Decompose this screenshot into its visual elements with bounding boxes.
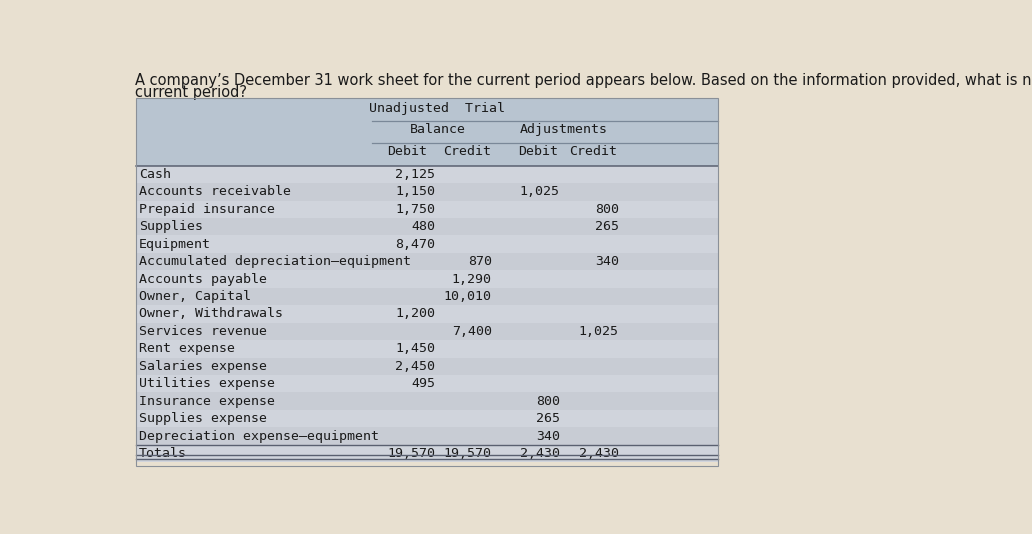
Text: 10,010: 10,010 <box>444 290 491 303</box>
Text: 265: 265 <box>536 412 560 425</box>
Bar <box>136 392 718 410</box>
Text: 340: 340 <box>594 255 619 268</box>
Text: Accounts payable: Accounts payable <box>139 272 267 286</box>
Text: 1,025: 1,025 <box>520 185 560 198</box>
Text: 340: 340 <box>536 429 560 443</box>
Bar <box>136 358 718 375</box>
Bar <box>136 270 718 288</box>
Text: current period?: current period? <box>135 85 248 100</box>
Text: 19,570: 19,570 <box>444 447 491 460</box>
Text: Supplies expense: Supplies expense <box>139 412 267 425</box>
Bar <box>136 201 718 218</box>
Text: 1,450: 1,450 <box>395 342 436 355</box>
Text: 1,025: 1,025 <box>579 325 619 338</box>
Text: 2,430: 2,430 <box>520 447 560 460</box>
Bar <box>136 375 718 392</box>
Bar <box>136 410 718 427</box>
Text: Debit: Debit <box>518 145 558 158</box>
Bar <box>136 253 718 270</box>
Text: Debit: Debit <box>388 145 427 158</box>
Text: Credit: Credit <box>444 145 491 158</box>
Text: 1,150: 1,150 <box>395 185 436 198</box>
Text: 800: 800 <box>536 395 560 407</box>
Text: 1,290: 1,290 <box>452 272 491 286</box>
Text: Unadjusted  Trial: Unadjusted Trial <box>369 102 506 115</box>
Text: Owner, Withdrawals: Owner, Withdrawals <box>139 308 283 320</box>
Bar <box>136 98 718 466</box>
Text: Utilities expense: Utilities expense <box>139 377 276 390</box>
Bar <box>136 166 718 183</box>
Text: Balance: Balance <box>410 123 465 136</box>
Text: Cash: Cash <box>139 168 171 181</box>
Text: A company’s December 31 work sheet for the current period appears below. Based o: A company’s December 31 work sheet for t… <box>135 73 1032 88</box>
Text: Equipment: Equipment <box>139 238 212 250</box>
Bar <box>136 305 718 323</box>
Bar <box>136 445 718 462</box>
Bar <box>136 288 718 305</box>
Text: Services revenue: Services revenue <box>139 325 267 338</box>
Bar <box>136 427 718 445</box>
Text: Supplies: Supplies <box>139 220 203 233</box>
Text: 265: 265 <box>594 220 619 233</box>
Text: Accounts receivable: Accounts receivable <box>139 185 291 198</box>
Text: Totals: Totals <box>139 447 187 460</box>
Bar <box>136 98 718 166</box>
Text: 2,430: 2,430 <box>579 447 619 460</box>
Bar <box>136 235 718 253</box>
Text: 495: 495 <box>411 377 436 390</box>
Text: Prepaid insurance: Prepaid insurance <box>139 203 276 216</box>
Text: 19,570: 19,570 <box>387 447 436 460</box>
Text: 1,200: 1,200 <box>395 308 436 320</box>
Bar <box>136 323 718 340</box>
Text: 7,400: 7,400 <box>452 325 491 338</box>
Text: 800: 800 <box>594 203 619 216</box>
Text: Depreciation expense–equipment: Depreciation expense–equipment <box>139 429 379 443</box>
Text: Owner, Capital: Owner, Capital <box>139 290 251 303</box>
Text: Accumulated depreciation–equipment: Accumulated depreciation–equipment <box>139 255 411 268</box>
Text: 870: 870 <box>467 255 491 268</box>
Text: 1,750: 1,750 <box>395 203 436 216</box>
Bar <box>136 183 718 201</box>
Text: 2,450: 2,450 <box>395 360 436 373</box>
Text: 2,125: 2,125 <box>395 168 436 181</box>
Text: Credit: Credit <box>570 145 617 158</box>
Text: Insurance expense: Insurance expense <box>139 395 276 407</box>
Bar <box>136 218 718 235</box>
Text: Adjustments: Adjustments <box>520 123 608 136</box>
Text: Salaries expense: Salaries expense <box>139 360 267 373</box>
Text: 480: 480 <box>411 220 436 233</box>
Text: Rent expense: Rent expense <box>139 342 235 355</box>
Bar <box>136 340 718 358</box>
Text: 8,470: 8,470 <box>395 238 436 250</box>
